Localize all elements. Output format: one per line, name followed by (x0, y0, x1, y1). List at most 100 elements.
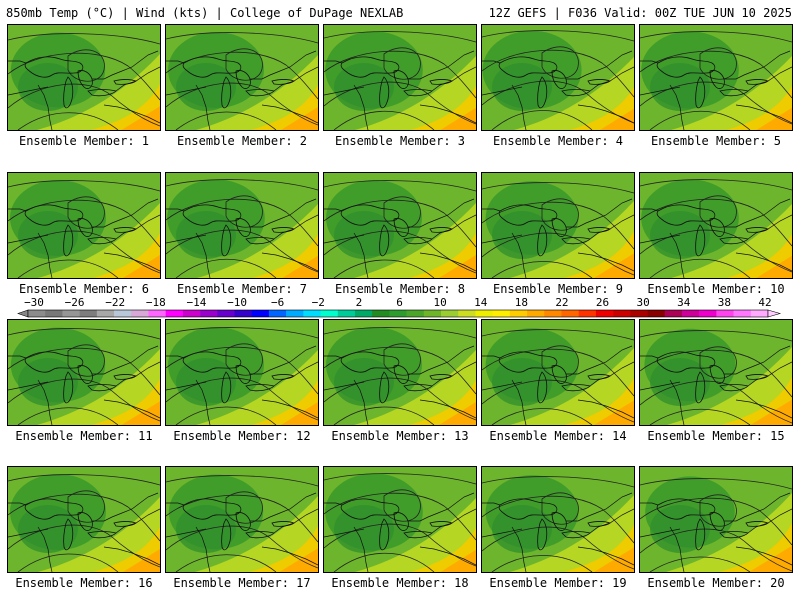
ensemble-member-map (7, 24, 161, 131)
political-border (511, 84, 527, 130)
great-lake-outline (221, 518, 232, 551)
political-border (195, 232, 211, 278)
warm-region (355, 498, 476, 572)
political-border (195, 379, 211, 425)
height-contour (333, 552, 435, 572)
great-lake-outline (77, 512, 93, 531)
great-lake-outline (24, 56, 84, 78)
political-border (419, 399, 476, 419)
ensemble-member-map (323, 466, 477, 573)
great-lake-outline (498, 56, 558, 78)
warm-region (38, 203, 160, 278)
colorbar-tick-label: 18 (515, 296, 528, 309)
political-border (482, 528, 523, 538)
colorbar-segment (561, 310, 579, 317)
political-border (195, 84, 211, 130)
political-border (577, 546, 634, 566)
ensemble-member-label: Ensemble Member: 6 (18, 282, 150, 296)
great-lake-outline (537, 371, 548, 404)
height-contour (482, 348, 634, 397)
colorbar-segment (114, 310, 132, 317)
temperature-map (640, 25, 792, 130)
colorbar-tick-label: 34 (677, 296, 691, 309)
hottest-region (439, 402, 476, 425)
warm-region (197, 204, 318, 278)
height-contour (482, 30, 634, 42)
height-contour (17, 112, 119, 130)
great-lake-outline (551, 512, 567, 531)
great-lake-outline (77, 218, 93, 237)
ensemble-member-label: Ensemble Member: 12 (173, 429, 311, 443)
warm-region (355, 56, 476, 130)
political-border (566, 492, 633, 522)
colorbar-segment (595, 310, 614, 317)
great-lake-outline (379, 224, 390, 257)
warm-region (38, 497, 160, 572)
height-contour (541, 492, 579, 525)
great-lake-outline (587, 521, 611, 527)
great-lake-outline (113, 521, 137, 527)
political-border (166, 234, 207, 244)
colorbar-segment (45, 310, 63, 317)
colorbar-high-arrow (767, 309, 782, 318)
colorbar-tick-label: 38 (718, 296, 731, 309)
great-lake-outline (63, 518, 74, 551)
ensemble-member-map (639, 319, 793, 426)
ensemble-member-map (639, 24, 793, 131)
colorbar-segment (234, 310, 253, 317)
political-border (92, 345, 159, 375)
colorbar-tick-label: 26 (596, 296, 609, 309)
hottest-region (440, 107, 476, 130)
political-border (735, 104, 792, 124)
great-lake-outline (719, 384, 749, 392)
great-lake-outline (709, 365, 725, 384)
great-lake-outline (182, 351, 242, 373)
ensemble-member-label: Ensemble Member: 2 (176, 134, 308, 148)
ensemble-member-label: Ensemble Member: 13 (331, 429, 469, 443)
political-border (482, 502, 501, 506)
political-border (511, 379, 527, 425)
height-contour (491, 408, 593, 425)
ensemble-member-map (7, 466, 161, 573)
political-border (103, 399, 160, 419)
great-lake-outline (182, 56, 242, 78)
height-contour (541, 46, 579, 79)
height-contour (649, 556, 751, 572)
political-border (166, 381, 207, 391)
height-contour (8, 474, 160, 486)
political-border (735, 252, 792, 272)
ensemble-member-map (481, 466, 635, 573)
height-contour (640, 50, 792, 99)
great-lake-outline (113, 227, 137, 233)
colorbar-segment (148, 310, 166, 317)
ensemble-member-map (639, 172, 793, 279)
height-contour (649, 408, 751, 425)
political-border (92, 198, 159, 228)
temperature-map (482, 25, 634, 130)
height-contour (166, 327, 318, 339)
temperature-map (324, 25, 476, 130)
ensemble-member-map (165, 172, 319, 279)
great-lake-outline (719, 89, 749, 97)
political-border (566, 345, 633, 375)
colorbar-segment (423, 310, 442, 317)
political-border (8, 528, 49, 538)
warm-region (671, 56, 792, 130)
great-lake-outline (63, 224, 74, 257)
hottest-region (123, 549, 160, 572)
political-border (166, 502, 185, 506)
height-contour (333, 259, 435, 278)
height-contour (17, 259, 119, 278)
political-border (195, 526, 211, 572)
ensemble-member-label: Ensemble Member: 19 (489, 576, 627, 590)
great-lake-outline (709, 218, 725, 237)
ensemble-member-label: Ensemble Member: 18 (331, 576, 469, 590)
hottest-region (594, 253, 634, 278)
great-lake-outline (561, 384, 591, 392)
political-border (8, 381, 49, 391)
great-lake-outline (340, 204, 400, 226)
great-lake-outline (245, 384, 275, 392)
colorbar-segment (165, 310, 184, 317)
warm-region (195, 496, 318, 572)
ensemble-member-label: Ensemble Member: 10 (647, 282, 785, 296)
